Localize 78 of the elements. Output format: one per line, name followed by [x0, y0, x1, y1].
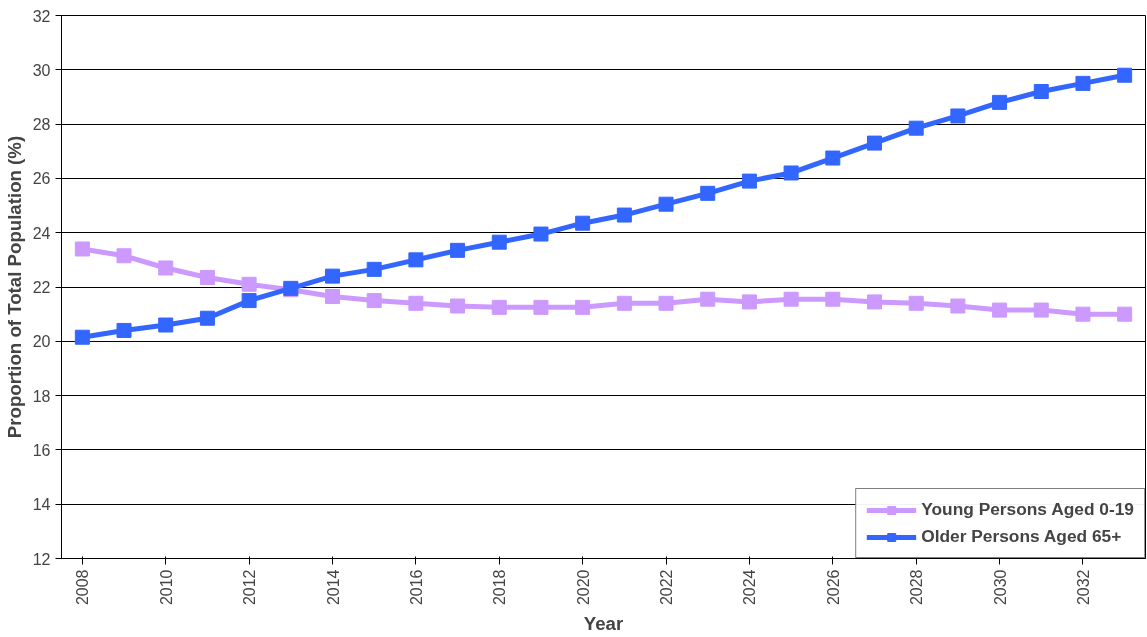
point [1033, 302, 1049, 318]
point [450, 242, 466, 258]
point [741, 173, 757, 189]
point [741, 294, 757, 310]
legend-label: Older Persons Aged 65+ [921, 526, 1122, 547]
point [1117, 67, 1133, 83]
point [783, 165, 799, 181]
point [199, 310, 215, 326]
point [74, 329, 90, 345]
x-tick-label: 2028 [908, 569, 926, 606]
x-tick-label: 2032 [1074, 569, 1092, 606]
y-tick-label: 28 [32, 116, 51, 134]
point [491, 299, 507, 315]
point [158, 260, 174, 276]
point [408, 252, 424, 268]
point [533, 299, 549, 315]
point [366, 261, 382, 277]
x-tick-label: 2026 [824, 569, 842, 606]
point [199, 270, 215, 285]
y-tick-label: 16 [32, 441, 51, 459]
point [575, 299, 591, 315]
y-tick-label: 22 [32, 279, 51, 296]
x-tick-label: 2008 [74, 569, 92, 606]
point [616, 207, 632, 223]
point [74, 241, 90, 257]
point [1117, 306, 1133, 322]
point [241, 276, 257, 292]
point [700, 185, 716, 201]
point [825, 150, 841, 166]
x-tick-label: 2012 [241, 569, 259, 606]
y-tick-label: 24 [32, 224, 51, 242]
point [116, 248, 132, 264]
point [658, 295, 674, 311]
point [116, 322, 132, 338]
point [867, 135, 882, 151]
point [658, 196, 674, 212]
point [241, 293, 257, 309]
point [1075, 306, 1091, 322]
y-tick-label: 18 [32, 387, 51, 405]
point [867, 294, 882, 310]
point [908, 295, 924, 311]
point [491, 234, 507, 250]
y-axis-title: Proportion of Total Population (%) [3, 135, 25, 439]
y-tick-label: 30 [32, 61, 51, 79]
x-tick-label: 2018 [491, 569, 509, 606]
point [366, 293, 382, 309]
point [992, 94, 1008, 110]
point [825, 291, 841, 307]
point [158, 317, 174, 333]
y-tick-label: 26 [32, 170, 51, 188]
point [325, 268, 340, 284]
x-tick-label: 2020 [574, 569, 592, 606]
x-tick-label: 2016 [407, 569, 425, 606]
point [533, 226, 549, 242]
x-tick-label: 2030 [991, 569, 1009, 606]
point [908, 120, 924, 136]
legend-label: Young Persons Aged 0-19 [921, 499, 1134, 520]
x-axis-title: Year [583, 613, 624, 635]
y-tick-label: 12 [32, 550, 51, 568]
point [1075, 75, 1091, 91]
point [992, 302, 1008, 318]
x-tick-label: 2010 [157, 569, 175, 606]
x-tick-label: 2014 [324, 569, 342, 606]
point [700, 291, 716, 307]
point [783, 291, 799, 307]
point [950, 108, 966, 124]
y-tick-label: 14 [32, 496, 51, 514]
x-tick-label: 2024 [741, 569, 759, 606]
point [325, 289, 340, 304]
y-tick-label: 20 [32, 333, 51, 351]
point [616, 295, 632, 311]
y-tick-label: 32 [32, 7, 51, 25]
point [950, 298, 966, 314]
point [1033, 84, 1049, 100]
point [575, 215, 591, 231]
x-tick-label: 2022 [658, 569, 676, 606]
point [450, 298, 466, 314]
point [408, 295, 424, 311]
